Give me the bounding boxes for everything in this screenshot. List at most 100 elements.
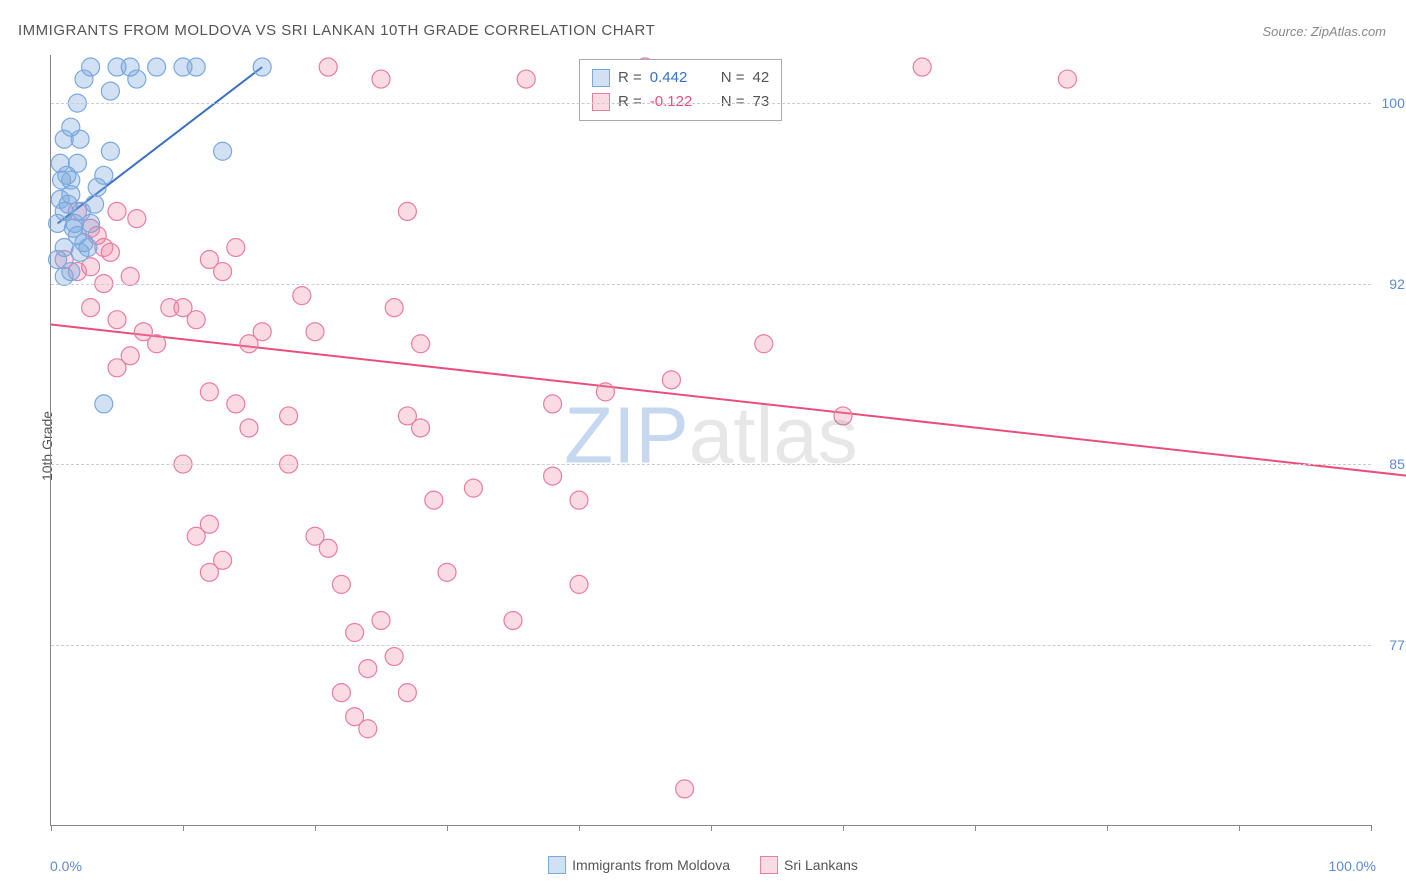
data-point-srilankan: [227, 395, 245, 413]
y-tick-label: 92.5%: [1389, 276, 1406, 292]
swatch-moldova-icon: [592, 69, 610, 87]
y-tick-label: 100.0%: [1382, 95, 1406, 111]
legend-item-moldova: Immigrants from Moldova: [548, 856, 730, 874]
gridline: [51, 464, 1371, 465]
n-value-moldova: 42: [753, 66, 770, 90]
data-point-moldova: [187, 58, 205, 76]
data-point-moldova: [128, 70, 146, 88]
data-point-srilankan: [187, 311, 205, 329]
data-point-srilankan: [662, 371, 680, 389]
y-tick-label: 77.5%: [1389, 637, 1406, 653]
data-point-srilankan: [108, 202, 126, 220]
data-point-srilankan: [332, 575, 350, 593]
data-point-srilankan: [755, 335, 773, 353]
x-tick: [975, 825, 976, 831]
data-point-srilankan: [570, 575, 588, 593]
data-point-moldova: [253, 58, 271, 76]
gridline: [51, 284, 1371, 285]
data-point-moldova: [82, 58, 100, 76]
data-point-srilankan: [438, 563, 456, 581]
data-point-srilankan: [596, 383, 614, 401]
data-point-srilankan: [227, 239, 245, 257]
series-legend: Immigrants from Moldova Sri Lankans: [548, 856, 858, 874]
legend-row-moldova: R = 0.442 N = 42: [592, 66, 769, 90]
plot-area: R = 0.442 N = 42 R = -0.122 N = 73 ZIPat…: [50, 55, 1371, 826]
data-point-moldova: [101, 82, 119, 100]
gridline: [51, 103, 1371, 104]
r-label: R =: [618, 90, 642, 114]
swatch-srilankan-icon: [760, 856, 778, 874]
data-point-srilankan: [544, 395, 562, 413]
data-point-srilankan: [306, 323, 324, 341]
x-axis-max-label: 100.0%: [1329, 858, 1376, 874]
legend-row-srilankan: R = -0.122 N = 73: [592, 90, 769, 114]
data-point-srilankan: [214, 551, 232, 569]
chart-container: IMMIGRANTS FROM MOLDOVA VS SRI LANKAN 10…: [0, 0, 1406, 892]
x-tick: [579, 825, 580, 831]
data-point-moldova: [64, 219, 82, 237]
data-point-srilankan: [200, 515, 218, 533]
data-point-moldova: [101, 142, 119, 160]
x-tick: [183, 825, 184, 831]
data-point-srilankan: [412, 335, 430, 353]
data-point-moldova: [71, 130, 89, 148]
x-tick: [1239, 825, 1240, 831]
data-point-srilankan: [253, 323, 271, 341]
data-point-moldova: [86, 195, 104, 213]
data-point-srilankan: [372, 611, 390, 629]
n-label: N =: [721, 66, 745, 90]
x-tick: [51, 825, 52, 831]
chart-title: IMMIGRANTS FROM MOLDOVA VS SRI LANKAN 10…: [18, 22, 655, 39]
data-point-srilankan: [1058, 70, 1076, 88]
data-point-moldova: [95, 395, 113, 413]
data-point-srilankan: [913, 58, 931, 76]
data-point-srilankan: [464, 479, 482, 497]
data-point-srilankan: [332, 684, 350, 702]
data-point-srilankan: [504, 611, 522, 629]
data-point-srilankan: [293, 287, 311, 305]
data-point-srilankan: [544, 467, 562, 485]
data-point-srilankan: [108, 311, 126, 329]
data-point-srilankan: [834, 407, 852, 425]
data-point-srilankan: [412, 419, 430, 437]
data-point-moldova: [95, 166, 113, 184]
data-point-srilankan: [82, 299, 100, 317]
swatch-moldova-icon: [548, 856, 566, 874]
data-point-srilankan: [385, 299, 403, 317]
data-point-srilankan: [359, 660, 377, 678]
data-point-moldova: [79, 239, 97, 257]
legend-label-moldova: Immigrants from Moldova: [572, 857, 730, 873]
data-point-srilankan: [319, 58, 337, 76]
data-point-moldova: [51, 154, 69, 172]
data-point-moldova: [62, 171, 80, 189]
data-point-srilankan: [280, 407, 298, 425]
data-point-srilankan: [101, 243, 119, 261]
data-point-srilankan: [398, 684, 416, 702]
x-tick: [1371, 825, 1372, 831]
data-point-srilankan: [121, 347, 139, 365]
data-point-moldova: [214, 142, 232, 160]
data-point-srilankan: [240, 419, 258, 437]
data-point-srilankan: [570, 491, 588, 509]
gridline: [51, 645, 1371, 646]
x-tick: [315, 825, 316, 831]
correlation-legend: R = 0.442 N = 42 R = -0.122 N = 73: [579, 59, 782, 121]
data-point-moldova: [148, 58, 166, 76]
r-value-srilankan: -0.122: [650, 90, 705, 114]
data-point-srilankan: [359, 720, 377, 738]
n-label: N =: [721, 90, 745, 114]
data-point-srilankan: [517, 70, 535, 88]
data-point-moldova: [55, 239, 73, 257]
x-tick: [1107, 825, 1108, 831]
x-tick: [843, 825, 844, 831]
data-point-moldova: [68, 154, 86, 172]
x-axis-min-label: 0.0%: [50, 858, 82, 874]
data-point-srilankan: [372, 70, 390, 88]
data-point-srilankan: [148, 335, 166, 353]
data-point-srilankan: [214, 263, 232, 281]
data-point-srilankan: [128, 210, 146, 228]
data-point-srilankan: [319, 539, 337, 557]
chart-svg: [51, 55, 1371, 825]
source-attribution: Source: ZipAtlas.com: [1262, 24, 1386, 39]
r-value-moldova: 0.442: [650, 66, 705, 90]
